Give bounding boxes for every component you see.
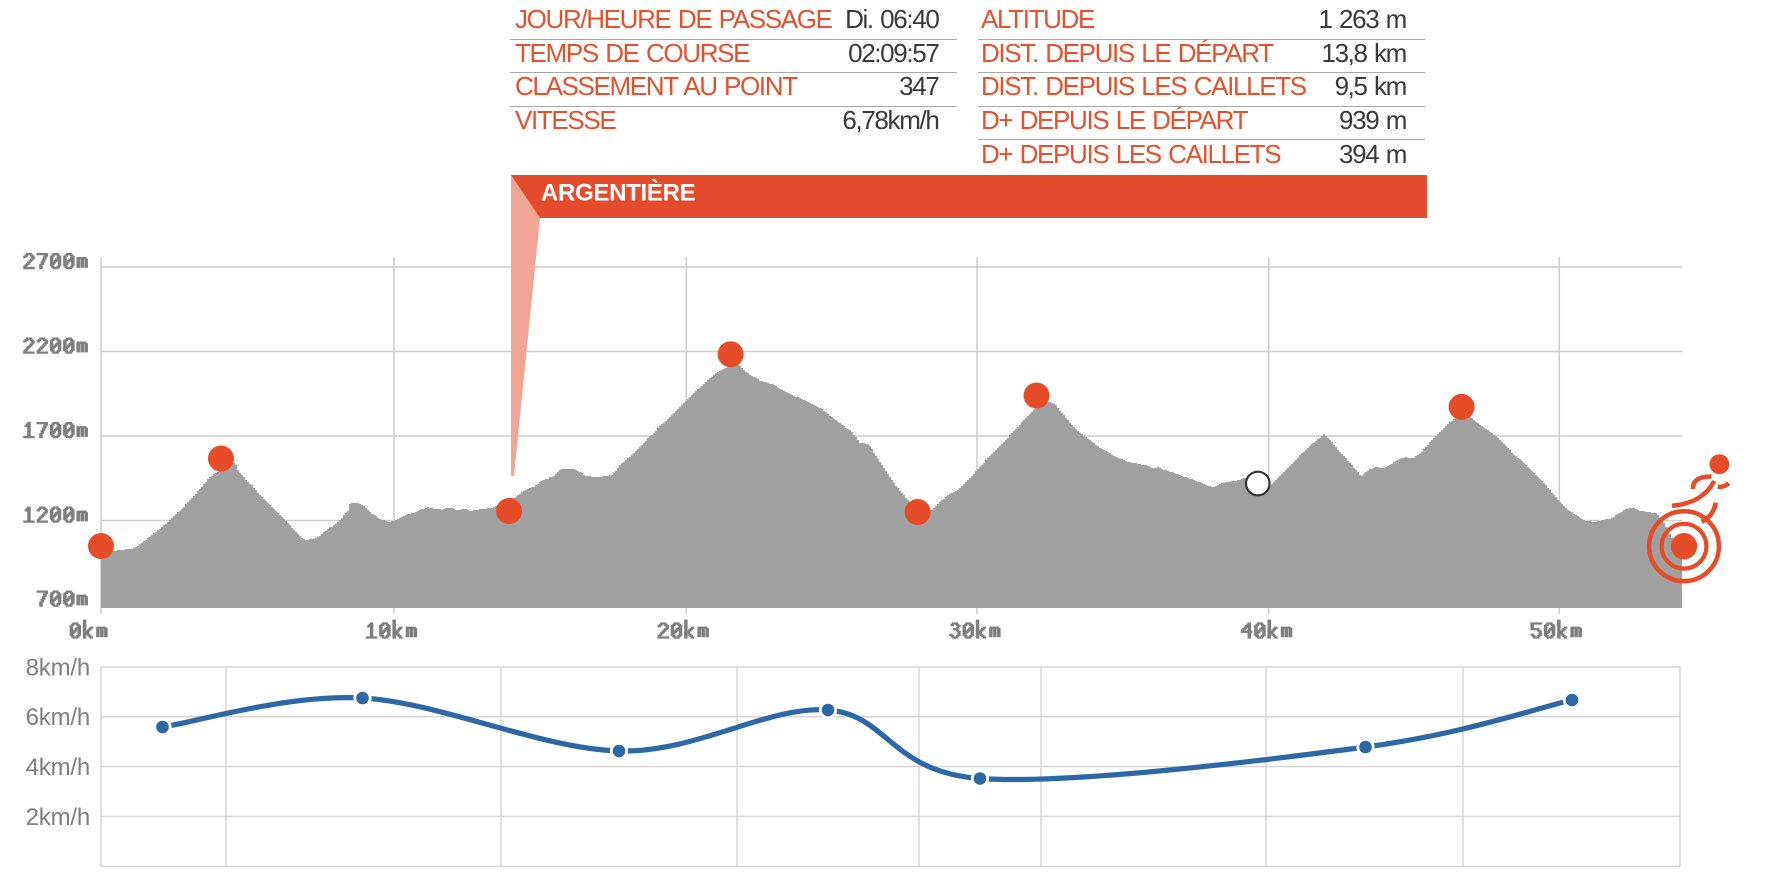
- svg-text:ARGENTIÈRE: ARGENTIÈRE: [541, 179, 696, 207]
- svg-text:6km/h: 6km/h: [26, 704, 90, 731]
- svg-text:4km/h: 4km/h: [26, 754, 90, 781]
- svg-text:8km/h: 8km/h: [26, 654, 90, 681]
- svg-text:2km/h: 2km/h: [26, 804, 90, 831]
